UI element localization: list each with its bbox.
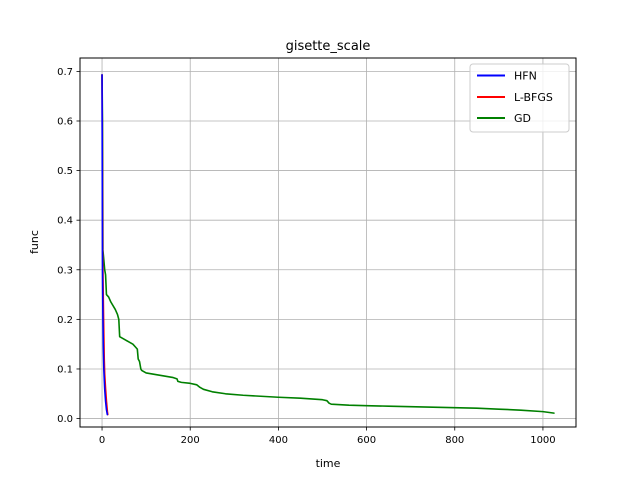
y-tick-label: 0.2 <box>57 315 73 326</box>
y-axis-ticks: 0.0 0.1 0.2 0.3 0.4 0.5 0.6 0.7 <box>57 67 80 425</box>
series-line-hfn <box>101 74 109 416</box>
legend-label-hfn: HFN <box>514 70 537 83</box>
x-tick-label: 800 <box>445 435 464 446</box>
y-tick-label: 0.3 <box>57 265 73 276</box>
grid <box>80 58 576 427</box>
x-tick-label: 200 <box>181 435 200 446</box>
x-axis-label: time <box>316 457 341 470</box>
legend: HFN L-BFGS GD <box>469 63 570 133</box>
y-tick-label: 0.0 <box>57 414 73 425</box>
legend-label-l-bfgs: L-BFGS <box>514 91 553 104</box>
x-axis-ticks: 0 200 400 600 800 1000 <box>99 427 556 446</box>
plot-area-frame <box>79 57 577 428</box>
y-tick-label: 0.5 <box>57 166 73 177</box>
y-tick-label: 0.7 <box>57 67 73 78</box>
x-tick-label: 400 <box>269 435 288 446</box>
legend-label-gd: GD <box>514 112 531 125</box>
x-tick-label: 600 <box>357 435 376 446</box>
legend-box <box>469 63 570 133</box>
series-line-gd <box>101 74 555 414</box>
x-tick-label: 0 <box>99 435 105 446</box>
y-tick-label: 0.4 <box>57 216 73 227</box>
series-lines <box>101 74 555 416</box>
x-tick-label: 1000 <box>530 435 555 446</box>
y-tick-label: 0.6 <box>57 116 73 127</box>
chart-title: gisette_scale <box>286 39 371 54</box>
y-tick-label: 0.1 <box>57 364 73 375</box>
y-axis-label: func <box>28 230 41 254</box>
